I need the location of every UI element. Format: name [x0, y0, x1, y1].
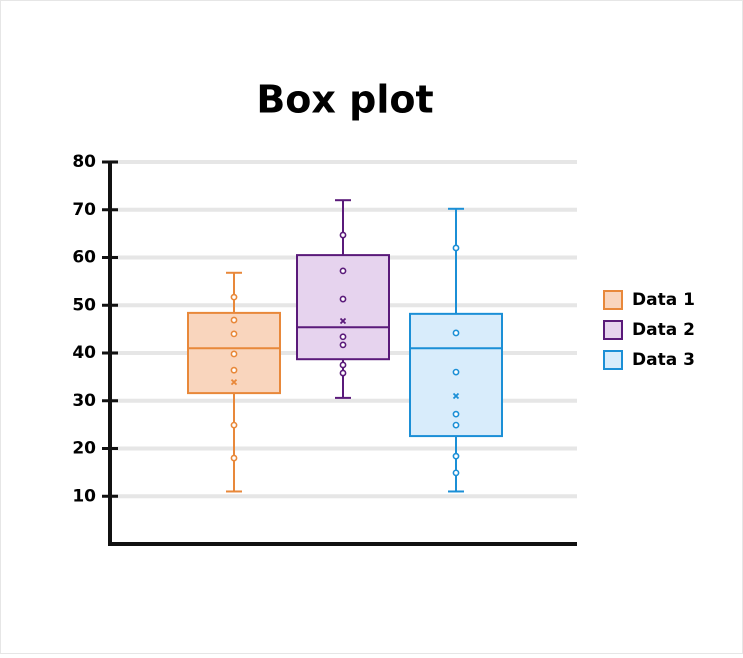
point: [339, 295, 347, 303]
y-tick-label: 70: [72, 200, 96, 220]
point: [452, 244, 460, 252]
point: [339, 369, 347, 377]
mean: [230, 378, 238, 386]
legend-swatch: [603, 290, 623, 310]
y-tick-label: 80: [72, 152, 96, 172]
point: [230, 316, 238, 324]
y-tick-label: 20: [72, 439, 96, 459]
point: [452, 452, 460, 460]
point: [230, 293, 238, 301]
point: [452, 421, 460, 429]
point: [339, 361, 347, 369]
legend-swatch: [603, 320, 623, 340]
y-tick-label: 60: [72, 248, 96, 268]
point: [230, 350, 238, 358]
point: [452, 368, 460, 376]
point: [230, 366, 238, 374]
point: [230, 330, 238, 338]
point: [230, 454, 238, 462]
point: [230, 421, 238, 429]
point: [339, 231, 347, 239]
y-tick-label: 10: [72, 486, 96, 506]
mean: [452, 392, 460, 400]
point: [452, 329, 460, 337]
mean: [339, 317, 347, 325]
legend-swatch: [603, 350, 623, 370]
y-tick-label: 30: [72, 391, 96, 411]
axis: [108, 162, 577, 546]
y-tick-label: 40: [72, 343, 96, 363]
point: [452, 469, 460, 477]
point: [339, 341, 347, 349]
point: [339, 267, 347, 275]
chart-title: Box plot: [256, 78, 433, 122]
legend-label: Data 3: [632, 350, 695, 370]
point: [339, 333, 347, 341]
legend-label: Data 2: [632, 320, 695, 340]
point: [452, 410, 460, 418]
legend-label: Data 1: [632, 290, 695, 310]
y-tick-label: 50: [72, 295, 96, 315]
